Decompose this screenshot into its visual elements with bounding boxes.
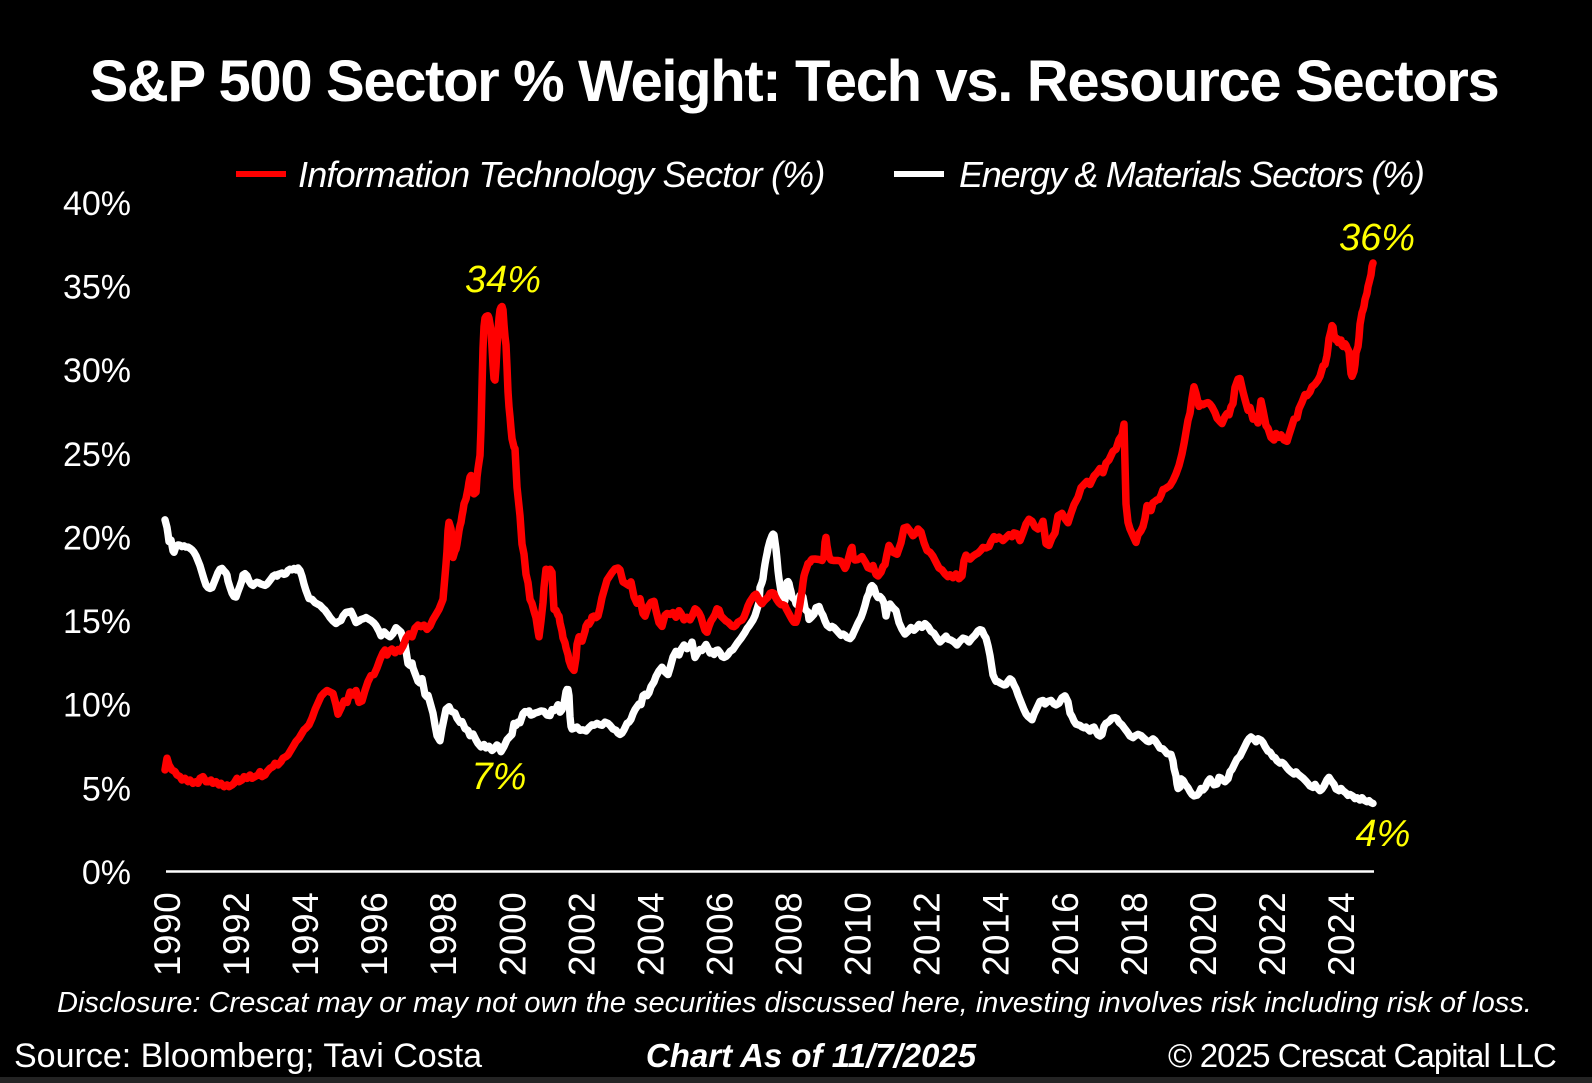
svg-text:2016: 2016 [1045, 892, 1086, 976]
svg-text:40%: 40% [63, 185, 131, 223]
svg-text:Chart As of 11/7/2025: Chart As of 11/7/2025 [646, 1037, 977, 1074]
svg-text:2018: 2018 [1114, 892, 1155, 976]
svg-text:Energy & Materials Sectors (%): Energy & Materials Sectors (%) [959, 154, 1424, 195]
svg-text:2024: 2024 [1321, 892, 1362, 976]
svg-text:2000: 2000 [492, 892, 533, 976]
svg-text:7%: 7% [472, 756, 527, 798]
svg-text:2012: 2012 [907, 892, 948, 976]
svg-text:S&P 500 Sector % Weight: Tech: S&P 500 Sector % Weight: Tech vs. Resour… [90, 49, 1499, 114]
svg-text:Information Technology Sector: Information Technology Sector (%) [298, 154, 825, 195]
svg-text:30%: 30% [63, 352, 131, 390]
svg-text:20%: 20% [63, 519, 131, 557]
svg-text:2004: 2004 [630, 892, 671, 976]
svg-text:1990: 1990 [147, 892, 188, 976]
svg-text:© 2025 Crescat Capital LLC: © 2025 Crescat Capital LLC [1168, 1037, 1556, 1074]
svg-text:2020: 2020 [1183, 892, 1224, 976]
svg-text:36%: 36% [1339, 217, 1415, 259]
svg-text:1996: 1996 [354, 892, 395, 976]
svg-text:2022: 2022 [1252, 892, 1293, 976]
svg-text:1992: 1992 [216, 892, 257, 976]
svg-text:0%: 0% [82, 854, 131, 892]
svg-text:Disclosure: Crescat may or may: Disclosure: Crescat may or may not own t… [57, 987, 1532, 1019]
svg-text:4%: 4% [1356, 813, 1411, 855]
svg-text:2002: 2002 [561, 892, 602, 976]
svg-text:25%: 25% [63, 436, 131, 474]
svg-text:10%: 10% [63, 687, 131, 725]
svg-text:34%: 34% [465, 259, 541, 301]
svg-text:15%: 15% [63, 603, 131, 641]
svg-text:2014: 2014 [976, 892, 1017, 976]
svg-text:1998: 1998 [423, 892, 464, 976]
svg-text:2006: 2006 [700, 892, 741, 976]
svg-text:35%: 35% [63, 268, 131, 306]
svg-text:2010: 2010 [838, 892, 879, 976]
svg-text:5%: 5% [82, 770, 131, 808]
svg-text:2008: 2008 [769, 892, 810, 976]
svg-text:Source: Bloomberg; Tavi Costa: Source: Bloomberg; Tavi Costa [14, 1037, 482, 1075]
svg-text:1994: 1994 [285, 892, 326, 976]
